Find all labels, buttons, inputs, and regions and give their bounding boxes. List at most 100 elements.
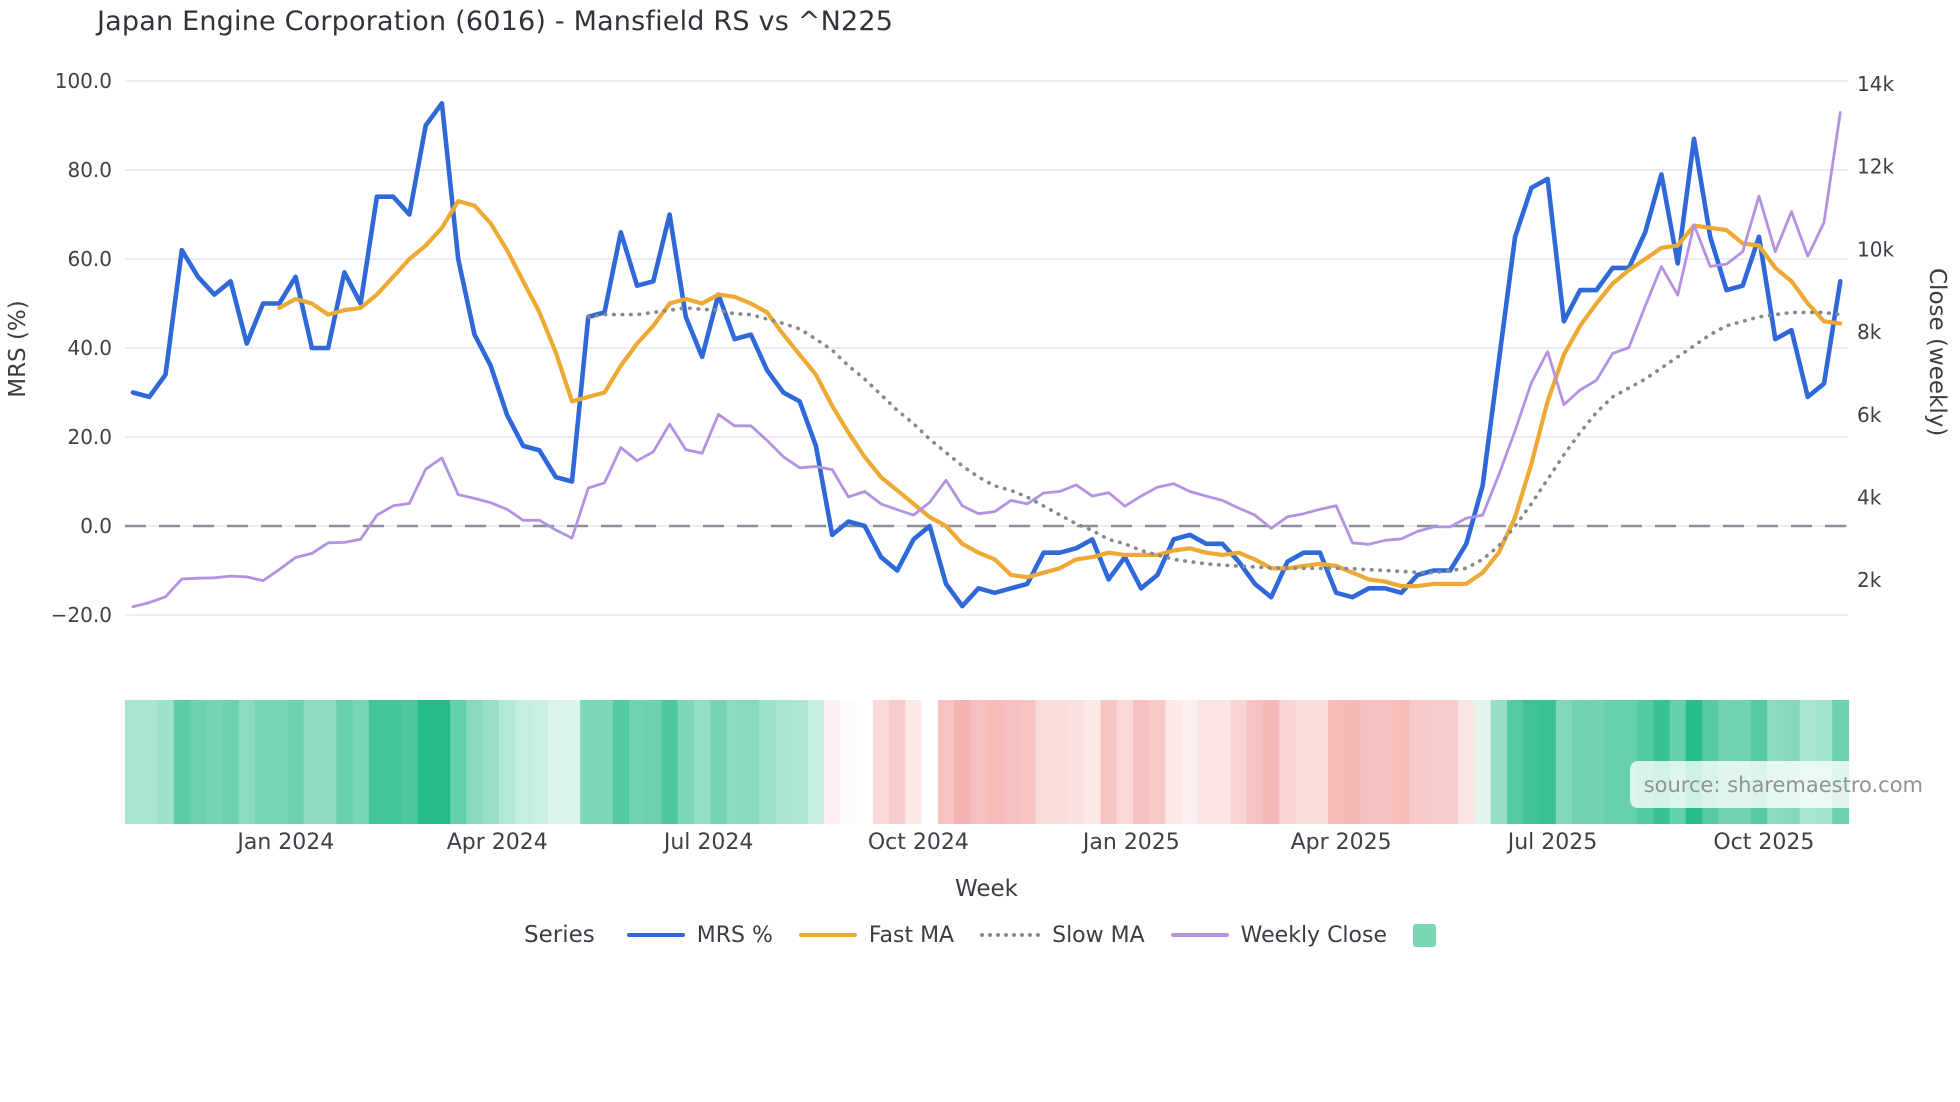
heat-band bbox=[1409, 700, 1427, 824]
heat-band bbox=[1539, 700, 1557, 824]
source-watermark: source: sharemaestro.com bbox=[1629, 761, 1937, 808]
left-tick-label: 60.0 bbox=[67, 247, 112, 271]
heat-band bbox=[352, 700, 370, 824]
x-tick-label: Apr 2025 bbox=[1291, 830, 1392, 855]
heat-band bbox=[1100, 700, 1118, 824]
heat-band bbox=[872, 700, 890, 824]
heat-band bbox=[1425, 700, 1443, 824]
legend-item-fast-ma[interactable]: Fast MA bbox=[798, 922, 955, 948]
heat-band bbox=[1149, 700, 1167, 824]
legend-item-mrs-[interactable]: MRS % bbox=[626, 922, 773, 948]
heat-band bbox=[1279, 700, 1297, 824]
heat-band bbox=[905, 700, 923, 824]
heat-band bbox=[1002, 700, 1020, 824]
series-line-slow-ma bbox=[586, 306, 1843, 575]
heat-band bbox=[856, 700, 874, 824]
heat-band bbox=[791, 700, 809, 824]
heat-band bbox=[401, 700, 419, 824]
heat-band bbox=[889, 700, 906, 824]
legend-swatch-line bbox=[626, 932, 685, 938]
legend-item-weekly-close[interactable]: Weekly Close bbox=[1170, 922, 1388, 948]
left-tick-label: −20.0 bbox=[51, 603, 112, 627]
legend-item-label: Weekly Close bbox=[1240, 922, 1388, 948]
heat-band bbox=[1393, 700, 1411, 824]
heat-band bbox=[1572, 700, 1589, 824]
heat-band bbox=[1588, 700, 1606, 824]
right-tick-label: 2k bbox=[1857, 568, 1882, 592]
x-tick-label: Jan 2025 bbox=[1081, 830, 1180, 855]
heat-band bbox=[612, 700, 630, 824]
heat-band bbox=[694, 700, 711, 824]
heat-band bbox=[1084, 700, 1102, 824]
heat-band bbox=[726, 700, 744, 824]
heat-band bbox=[1490, 700, 1508, 824]
right-tick-label: 4k bbox=[1857, 486, 1882, 510]
heat-band bbox=[1214, 700, 1232, 824]
x-tick-label: Jul 2025 bbox=[1506, 830, 1598, 855]
heat-band bbox=[1181, 700, 1199, 824]
x-tick-label: Apr 2024 bbox=[447, 830, 548, 855]
heat-band bbox=[1230, 700, 1248, 824]
heat-band bbox=[661, 700, 679, 824]
right-tick-label: 12k bbox=[1857, 155, 1894, 179]
source-label: source: sharemaestro.com bbox=[1643, 772, 1923, 797]
left-tick-label: 40.0 bbox=[67, 336, 112, 360]
legend-item-label: MRS % bbox=[696, 922, 773, 948]
legend-item-label: Fast MA bbox=[868, 922, 955, 948]
heat-band bbox=[775, 700, 793, 824]
heat-band bbox=[1328, 700, 1345, 824]
x-axis-title: Week bbox=[954, 876, 1018, 902]
heat-band bbox=[1555, 700, 1573, 824]
heat-band bbox=[1344, 700, 1362, 824]
heat-band bbox=[238, 700, 256, 824]
legend-swatch-line bbox=[798, 932, 857, 938]
heat-band bbox=[433, 700, 451, 824]
chart-title: Japan Engine Corporation (6016) - Mansfi… bbox=[97, 6, 894, 37]
legend-item-heatmap[interactable] bbox=[1413, 923, 1437, 947]
legend-swatch-heatmap bbox=[1413, 923, 1437, 947]
heat-band bbox=[563, 700, 581, 824]
heat-band bbox=[1019, 700, 1037, 824]
heat-band bbox=[1198, 700, 1215, 824]
heat-band bbox=[937, 700, 955, 824]
heat-band bbox=[824, 700, 841, 824]
heat-band bbox=[1116, 700, 1134, 824]
heat-band bbox=[531, 700, 549, 824]
legend-item-slow-ma[interactable]: Slow MA bbox=[980, 923, 1145, 948]
heat-band bbox=[1311, 700, 1329, 824]
heat-band bbox=[303, 700, 321, 824]
legend-item-label: Slow MA bbox=[1052, 922, 1145, 948]
heat-band bbox=[1165, 700, 1183, 824]
heat-band bbox=[1376, 700, 1394, 824]
heat-band bbox=[385, 700, 402, 824]
heat-band bbox=[596, 700, 614, 824]
heat-band bbox=[970, 700, 988, 824]
heat-band bbox=[759, 700, 776, 824]
right-tick-label: 8k bbox=[1857, 320, 1882, 344]
heat-band bbox=[1067, 700, 1085, 824]
heat-band bbox=[677, 700, 695, 824]
heat-band bbox=[807, 700, 825, 824]
heat-band bbox=[368, 700, 386, 824]
heat-band bbox=[189, 700, 207, 824]
heat-band bbox=[1604, 700, 1622, 824]
series-line-weekly-close bbox=[131, 111, 1842, 609]
heat-band bbox=[1263, 700, 1280, 824]
series-line-fast-ma bbox=[277, 199, 1843, 589]
heat-band bbox=[141, 700, 158, 824]
heat-band bbox=[1246, 700, 1264, 824]
heat-band bbox=[921, 700, 939, 824]
heat-band bbox=[986, 700, 1004, 824]
legend: Series MRS % Fast MA Slow MA Weekly Close bbox=[524, 922, 1437, 948]
left-tick-label: 20.0 bbox=[67, 425, 112, 449]
heat-band bbox=[124, 700, 142, 824]
heat-band bbox=[1474, 700, 1492, 824]
legend-swatch-line bbox=[1170, 933, 1229, 937]
heat-band bbox=[466, 700, 484, 824]
heat-band bbox=[206, 700, 224, 824]
left-tick-label: 80.0 bbox=[67, 158, 112, 182]
heat-band bbox=[336, 700, 354, 824]
series-line-mrs- bbox=[130, 101, 1843, 609]
heat-band bbox=[1133, 700, 1150, 824]
